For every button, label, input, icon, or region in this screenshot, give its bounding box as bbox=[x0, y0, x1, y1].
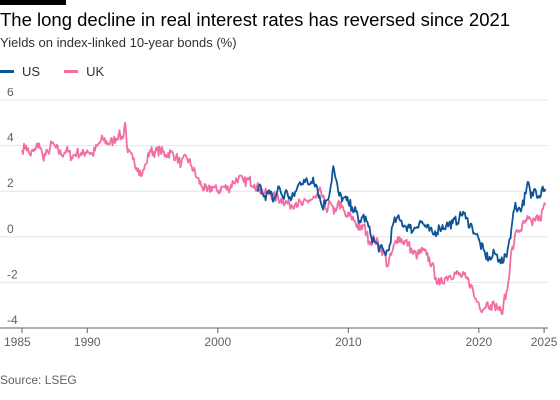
x-tick-label: 2020 bbox=[465, 335, 492, 349]
x-axis: 1985 1990 2000 2010 2020 2025 bbox=[4, 328, 558, 349]
y-tick-label: 2 bbox=[7, 176, 14, 190]
x-tick-label: 2010 bbox=[335, 335, 362, 349]
y-tick-label: -2 bbox=[7, 267, 18, 281]
chart-title: The long decline in real interest rates … bbox=[0, 9, 511, 30]
legend: US UK bbox=[0, 64, 128, 79]
x-tick-label: 2000 bbox=[204, 335, 231, 349]
x-tick-label: 1985 bbox=[4, 335, 31, 349]
x-tick-label: 1990 bbox=[74, 335, 101, 349]
legend-swatch-us bbox=[0, 70, 14, 73]
legend-label-us: US bbox=[22, 64, 41, 79]
line-chart: 6 4 2 0 -2 -4 1985 1990 2000 2010 2020 2025 bbox=[0, 88, 558, 349]
series-lines bbox=[21, 121, 547, 316]
legend-label-uk: UK bbox=[86, 64, 105, 79]
series-line-us bbox=[256, 165, 547, 265]
gridlines bbox=[0, 99, 548, 329]
y-tick-label: -4 bbox=[7, 313, 18, 327]
legend-swatch-uk bbox=[64, 70, 79, 73]
y-tick-label: 0 bbox=[7, 222, 14, 236]
y-tick-label: 4 bbox=[7, 131, 14, 145]
legend-item-us: US bbox=[0, 64, 40, 79]
y-tick-label: 6 bbox=[7, 88, 14, 99]
x-tick-label: 2025 bbox=[531, 335, 558, 349]
chart-subtitle: Yields on index-linked 10-year bonds (%) bbox=[0, 35, 237, 50]
legend-item-uk: UK bbox=[64, 64, 104, 79]
series-line-uk bbox=[21, 121, 547, 316]
source-note: Source: LSEG bbox=[0, 373, 77, 387]
brand-bar bbox=[0, 0, 66, 5]
y-axis-tick-labels: 6 4 2 0 -2 -4 bbox=[7, 88, 18, 327]
